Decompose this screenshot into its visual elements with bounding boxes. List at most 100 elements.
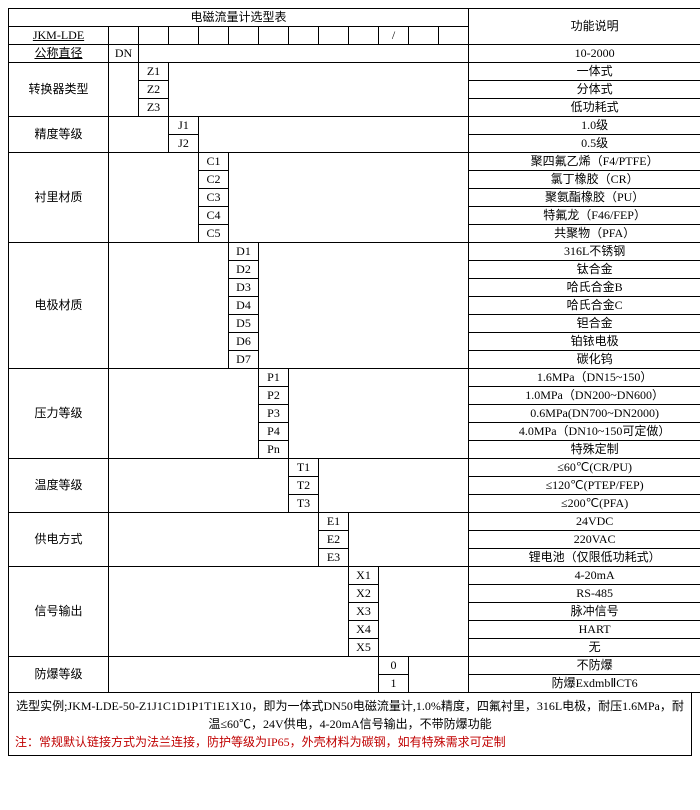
option-code: X3 — [349, 603, 379, 621]
option-desc: 1.0MPa（DN200~DN600） — [469, 387, 700, 405]
indent-blank — [109, 63, 139, 117]
option-desc: 碳化钨 — [469, 351, 700, 369]
indent-blank — [109, 243, 229, 369]
option-code: T3 — [289, 495, 319, 513]
group-label: 压力等级 — [9, 369, 109, 459]
header-slot — [199, 27, 229, 45]
option-desc: 无 — [469, 639, 700, 657]
option-desc: RS-485 — [469, 585, 700, 603]
option-code: J1 — [169, 117, 199, 135]
option-code: T2 — [289, 477, 319, 495]
indent-blank — [109, 117, 169, 153]
option-desc: 一体式 — [469, 63, 700, 81]
header-slot — [139, 27, 169, 45]
option-desc: 脉冲信号 — [469, 603, 700, 621]
indent-blank — [109, 459, 289, 513]
option-desc: 10-2000 — [469, 45, 700, 63]
selection-table: 电磁流量计选型表功能说明JKM-LDE/公称直径DN10-2000转换器类型Z1… — [8, 8, 700, 693]
trail-blank — [139, 45, 469, 63]
option-code: T1 — [289, 459, 319, 477]
option-code: C5 — [199, 225, 229, 243]
option-code: X4 — [349, 621, 379, 639]
option-code: D6 — [229, 333, 259, 351]
group-label: 精度等级 — [9, 117, 109, 153]
table-title: 电磁流量计选型表 — [9, 9, 469, 27]
option-desc: 24VDC — [469, 513, 700, 531]
option-desc: 氯丁橡胶（CR） — [469, 171, 700, 189]
option-code: C4 — [199, 207, 229, 225]
option-desc: 聚氨酯橡胶（PU） — [469, 189, 700, 207]
group-label: 温度等级 — [9, 459, 109, 513]
option-desc: 1.6MPa（DN15~150） — [469, 369, 700, 387]
option-code: E1 — [319, 513, 349, 531]
option-desc: 特氟龙（F46/FEP） — [469, 207, 700, 225]
option-code: 1 — [379, 675, 409, 693]
group-label: 公称直径 — [9, 45, 109, 63]
option-desc: 钛合金 — [469, 261, 700, 279]
option-code: D4 — [229, 297, 259, 315]
option-code: DN — [109, 45, 139, 63]
group-label: 防爆等级 — [9, 657, 109, 693]
trail-blank — [349, 513, 469, 567]
option-desc: 哈氏合金C — [469, 297, 700, 315]
header-slot — [259, 27, 289, 45]
option-desc: 1.0级 — [469, 117, 700, 135]
option-desc: 316L不锈钢 — [469, 243, 700, 261]
indent-blank — [109, 567, 349, 657]
option-code: P3 — [259, 405, 289, 423]
option-code: D2 — [229, 261, 259, 279]
trail-blank — [409, 657, 469, 693]
footer-block: 选型实例;JKM-LDE-50-Z1J1C1D1P1T1E1X10，即为一体式D… — [8, 693, 692, 756]
footer-note: 注：常规默认链接方式为法兰连接，防护等级为IP65，外壳材料为碳钢，如有特殊需求… — [15, 733, 685, 751]
group-label: 信号输出 — [9, 567, 109, 657]
option-desc: 锂电池（仅限低功耗式） — [469, 549, 700, 567]
trail-blank — [289, 369, 469, 459]
option-code: D3 — [229, 279, 259, 297]
option-desc: 分体式 — [469, 81, 700, 99]
option-code: P1 — [259, 369, 289, 387]
option-desc: 0.5级 — [469, 135, 700, 153]
header-slot — [439, 27, 469, 45]
indent-blank — [109, 657, 379, 693]
option-code: D7 — [229, 351, 259, 369]
option-code: Z3 — [139, 99, 169, 117]
option-code: P4 — [259, 423, 289, 441]
header-slot — [289, 27, 319, 45]
option-code: E3 — [319, 549, 349, 567]
option-desc: HART — [469, 621, 700, 639]
option-desc: 防爆ExdmbⅡCT6 — [469, 675, 700, 693]
group-label: 衬里材质 — [9, 153, 109, 243]
option-code: C3 — [199, 189, 229, 207]
group-label: 电极材质 — [9, 243, 109, 369]
option-code: X1 — [349, 567, 379, 585]
option-desc: 特殊定制 — [469, 441, 700, 459]
indent-blank — [109, 369, 259, 459]
option-desc: ≤120℃(PTEP/FEP) — [469, 477, 700, 495]
option-desc: 铂铱电极 — [469, 333, 700, 351]
trail-blank — [199, 117, 469, 153]
header-slot — [409, 27, 439, 45]
option-desc: ≤60℃(CR/PU) — [469, 459, 700, 477]
trail-blank — [169, 63, 469, 117]
option-desc: 钽合金 — [469, 315, 700, 333]
option-code: 0 — [379, 657, 409, 675]
option-code: X5 — [349, 639, 379, 657]
trail-blank — [319, 459, 469, 513]
option-desc: 220VAC — [469, 531, 700, 549]
header-slot: / — [379, 27, 409, 45]
option-code: C1 — [199, 153, 229, 171]
func-label: 功能说明 — [469, 9, 700, 45]
trail-blank — [259, 243, 469, 369]
model-prefix: JKM-LDE — [9, 27, 109, 45]
option-desc: 聚四氟乙烯（F4/PTFE） — [469, 153, 700, 171]
indent-blank — [109, 153, 199, 243]
option-code: X2 — [349, 585, 379, 603]
group-label: 供电方式 — [9, 513, 109, 567]
header-slot — [109, 27, 139, 45]
option-code: Pn — [259, 441, 289, 459]
option-code: P2 — [259, 387, 289, 405]
trail-blank — [229, 153, 469, 243]
option-code: D5 — [229, 315, 259, 333]
group-label: 转换器类型 — [9, 63, 109, 117]
header-slot — [349, 27, 379, 45]
